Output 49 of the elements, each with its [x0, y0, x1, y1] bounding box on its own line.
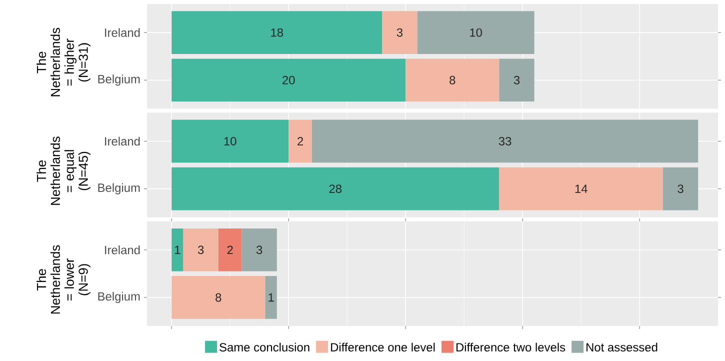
data-label: 18 [271, 28, 284, 37]
bar [218, 228, 242, 272]
y-axis-title: The Netherlands = equal (N=45) [36, 136, 90, 205]
bar [172, 11, 382, 54]
y-tick-label: Belgium [98, 74, 140, 86]
data-label: 1 [268, 293, 274, 302]
data-label: 28 [329, 184, 342, 194]
bar [172, 276, 266, 319]
y-tick-label: Ireland [105, 28, 140, 37]
data-label: 14 [575, 184, 588, 193]
y-tick-label: Ireland [105, 246, 140, 254]
bar [172, 167, 500, 210]
y-tick-label: Belgium [98, 183, 140, 194]
data-label: 3 [256, 246, 262, 254]
data-label: 3 [198, 246, 204, 254]
legend-label: Difference two levels [456, 342, 566, 352]
data-label: 10 [224, 136, 236, 146]
legend-label: Difference one level [331, 342, 435, 352]
data-label: 33 [498, 136, 512, 146]
y-tick-label: Belgium [98, 292, 140, 304]
data-label: 10 [470, 28, 482, 37]
data-label: 1 [175, 246, 180, 254]
data-label: 3 [678, 184, 684, 194]
data-label: 8 [450, 76, 456, 84]
bar [417, 11, 534, 54]
legend-label: Not assessed [586, 342, 658, 352]
y-axis-title: The Netherlands = higher (N=31) [36, 28, 90, 96]
bar [183, 228, 218, 272]
bar [172, 228, 184, 272]
bar [499, 167, 664, 210]
data-label: 3 [514, 76, 520, 84]
bar [663, 167, 698, 210]
y-axis-title: The Netherlands = lower (N=9) [36, 245, 90, 314]
data-label: 2 [298, 137, 304, 146]
bar [242, 228, 277, 272]
bar [499, 58, 534, 102]
bar [172, 120, 289, 163]
data-label: 3 [396, 28, 403, 37]
bar [288, 120, 312, 163]
data-label: 20 [282, 76, 295, 84]
legend-label: Same conclusion [220, 342, 310, 352]
data-label: 2 [227, 246, 233, 254]
bar [382, 11, 418, 54]
bar [265, 276, 277, 319]
bar [406, 58, 500, 102]
bar [172, 58, 406, 102]
bar [312, 120, 698, 163]
y-tick-label: Ireland [105, 136, 140, 146]
data-label: 8 [216, 293, 222, 302]
